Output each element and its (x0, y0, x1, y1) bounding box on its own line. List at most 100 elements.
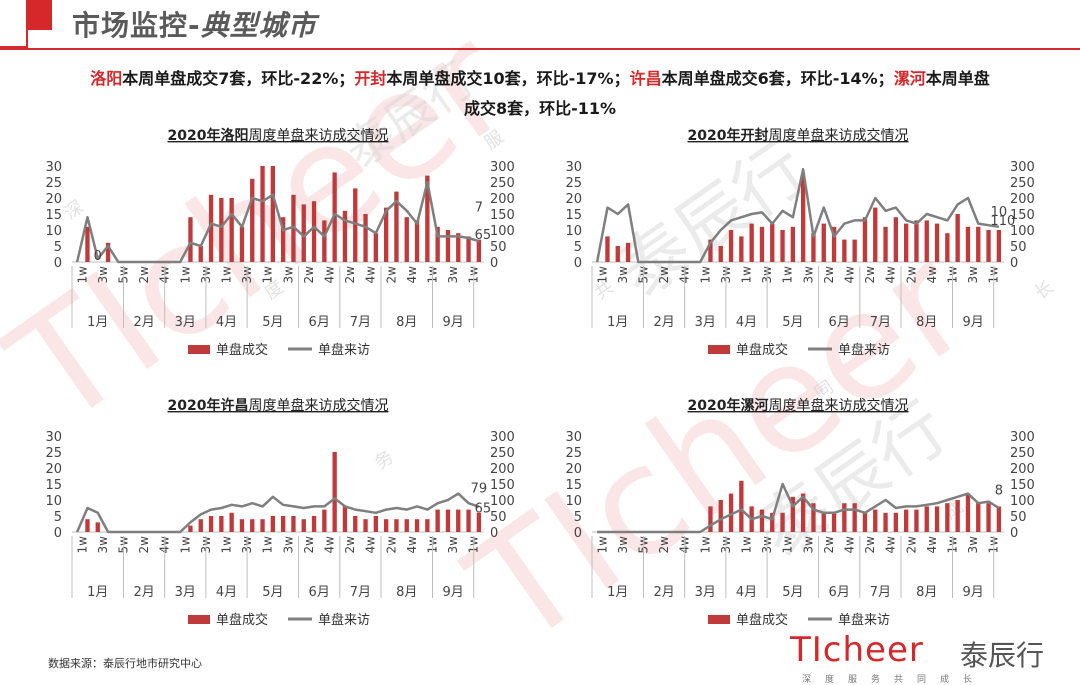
x-week-tick-label: 1w (261, 266, 275, 284)
visit-line (595, 167, 1000, 264)
page-title-main: 市场监控- (72, 9, 201, 42)
bar (363, 519, 368, 532)
x-week-tick-label: 1w (781, 266, 795, 284)
chart-title-suffix: 周度单盘来访成交情况 (248, 397, 388, 414)
legend-bar-swatch (708, 615, 730, 624)
chart-kaifeng: 2020年开封周度单盘来访成交情况05101520253005010015020… (565, 127, 1035, 358)
bar (188, 217, 193, 262)
y-left-tick-label: 30 (565, 430, 582, 445)
x-week-tick-label: 2w (343, 536, 357, 554)
x-month-label: 5月 (262, 315, 283, 330)
x-month-label: 3月 (695, 585, 716, 600)
bar (363, 214, 368, 262)
x-month-label: 8月 (916, 585, 937, 600)
bar (605, 236, 610, 262)
x-week-tick-label: 2w (384, 536, 398, 554)
x-week-tick-label: 3w (966, 266, 980, 284)
chart-title-suffix: 周度单盘来访成交情况 (768, 397, 908, 414)
y-left-tick-label: 30 (565, 160, 582, 175)
legend-line-label: 单盘来访 (838, 342, 890, 358)
bar (893, 217, 899, 262)
chart-title: 2020年开封周度单盘来访成交情况 (688, 127, 909, 144)
y-left-tick-label: 10 (45, 224, 62, 239)
summary-stat: 本周单盘 (925, 69, 990, 88)
y-left-tick-label: 15 (565, 208, 582, 223)
bar (800, 493, 806, 532)
chart-title-city: 漯河 (740, 397, 768, 414)
x-week-tick-label: 3w (281, 536, 295, 554)
bar (728, 230, 734, 262)
bar (322, 509, 327, 532)
bar (105, 242, 111, 262)
x-week-tick-label: 4w (843, 536, 857, 554)
chart-title-suffix: 周度单盘来访成交情况 (768, 127, 908, 144)
y-right-tick-label: 150 (1010, 478, 1035, 493)
bar (996, 506, 1002, 532)
bar (322, 220, 327, 262)
x-month-label: 4月 (736, 585, 757, 600)
x-week-tick-label: 1w (178, 266, 192, 284)
bar (708, 506, 713, 532)
y-right-tick-label: 300 (1010, 160, 1035, 175)
bar (945, 233, 950, 262)
x-week-tick-label: 3w (96, 266, 110, 284)
y-right-tick-label: 0 (490, 256, 498, 271)
chart-luoyang: 2020年洛阳周度单盘来访成交情况05101520253005010015020… (45, 127, 514, 358)
bar (965, 493, 971, 532)
y-left-tick-label: 0 (54, 256, 62, 271)
legend-line-label: 单盘来访 (318, 612, 370, 628)
legend-line-label: 单盘来访 (838, 612, 890, 628)
chart-title: 2020年许昌周度单盘来访成交情况 (168, 397, 389, 414)
bar (759, 509, 765, 532)
bar (95, 522, 100, 532)
bar (749, 223, 754, 262)
bar (718, 500, 723, 532)
x-month-label: 1月 (607, 585, 628, 600)
y-left-tick-label: 5 (574, 240, 582, 255)
y-left-tick-label: 30 (45, 430, 62, 445)
x-week-tick-label: 1w (740, 536, 754, 554)
x-month-label: 7月 (350, 585, 371, 600)
bar (229, 198, 234, 262)
y-left-tick-label: 15 (45, 208, 62, 223)
chart-title-city: 开封 (740, 127, 768, 144)
y-right-tick-label: 200 (1010, 462, 1035, 477)
bar (955, 500, 960, 532)
bar (280, 516, 286, 532)
bar (239, 519, 245, 532)
summary-text: 洛阳本周单盘成交7套，环比-22%；开封本周单盘成交10套，环比-17%；许昌本… (40, 64, 1040, 124)
y-left-tick-label: 20 (565, 192, 582, 207)
bar (332, 172, 337, 262)
x-week-tick-label: 4w (884, 536, 898, 554)
bar (425, 175, 430, 262)
chart-title-prefix: 2020年 (168, 127, 221, 144)
x-week-tick-label: 3w (801, 266, 815, 284)
bar (219, 516, 224, 532)
bar (85, 226, 90, 262)
legend-line-label: 单盘来访 (318, 342, 370, 358)
bar (831, 512, 837, 532)
y-right-tick-label: 0 (490, 526, 498, 541)
legend-bar-label: 单盘成交 (216, 612, 268, 628)
x-week-tick-label: 3w (96, 536, 110, 554)
bar (811, 233, 816, 262)
x-month-label: 3月 (175, 315, 196, 330)
y-right-tick-label: 150 (1010, 208, 1035, 223)
y-left-tick-label: 25 (565, 176, 582, 191)
x-month-label: 1月 (87, 585, 108, 600)
bar (883, 226, 888, 262)
bar (404, 217, 409, 262)
visit-line (597, 482, 1000, 534)
summary-line-2: 成交8套，环比-11% (463, 99, 617, 118)
brand-logo-cn: 泰辰行 (960, 639, 1045, 672)
x-week-tick-label: 1w (261, 536, 275, 554)
y-left-tick-label: 25 (45, 446, 62, 461)
legend-bar-label: 单盘成交 (216, 342, 268, 358)
x-month-label: 4月 (736, 315, 757, 330)
page-title-italic: 典型城市 (200, 9, 317, 42)
summary-city: 漯河 (893, 69, 926, 88)
x-week-tick-label: 4w (364, 266, 378, 284)
y-right-tick-label: 0 (1010, 256, 1018, 271)
bar (934, 223, 940, 262)
bar (342, 506, 348, 532)
